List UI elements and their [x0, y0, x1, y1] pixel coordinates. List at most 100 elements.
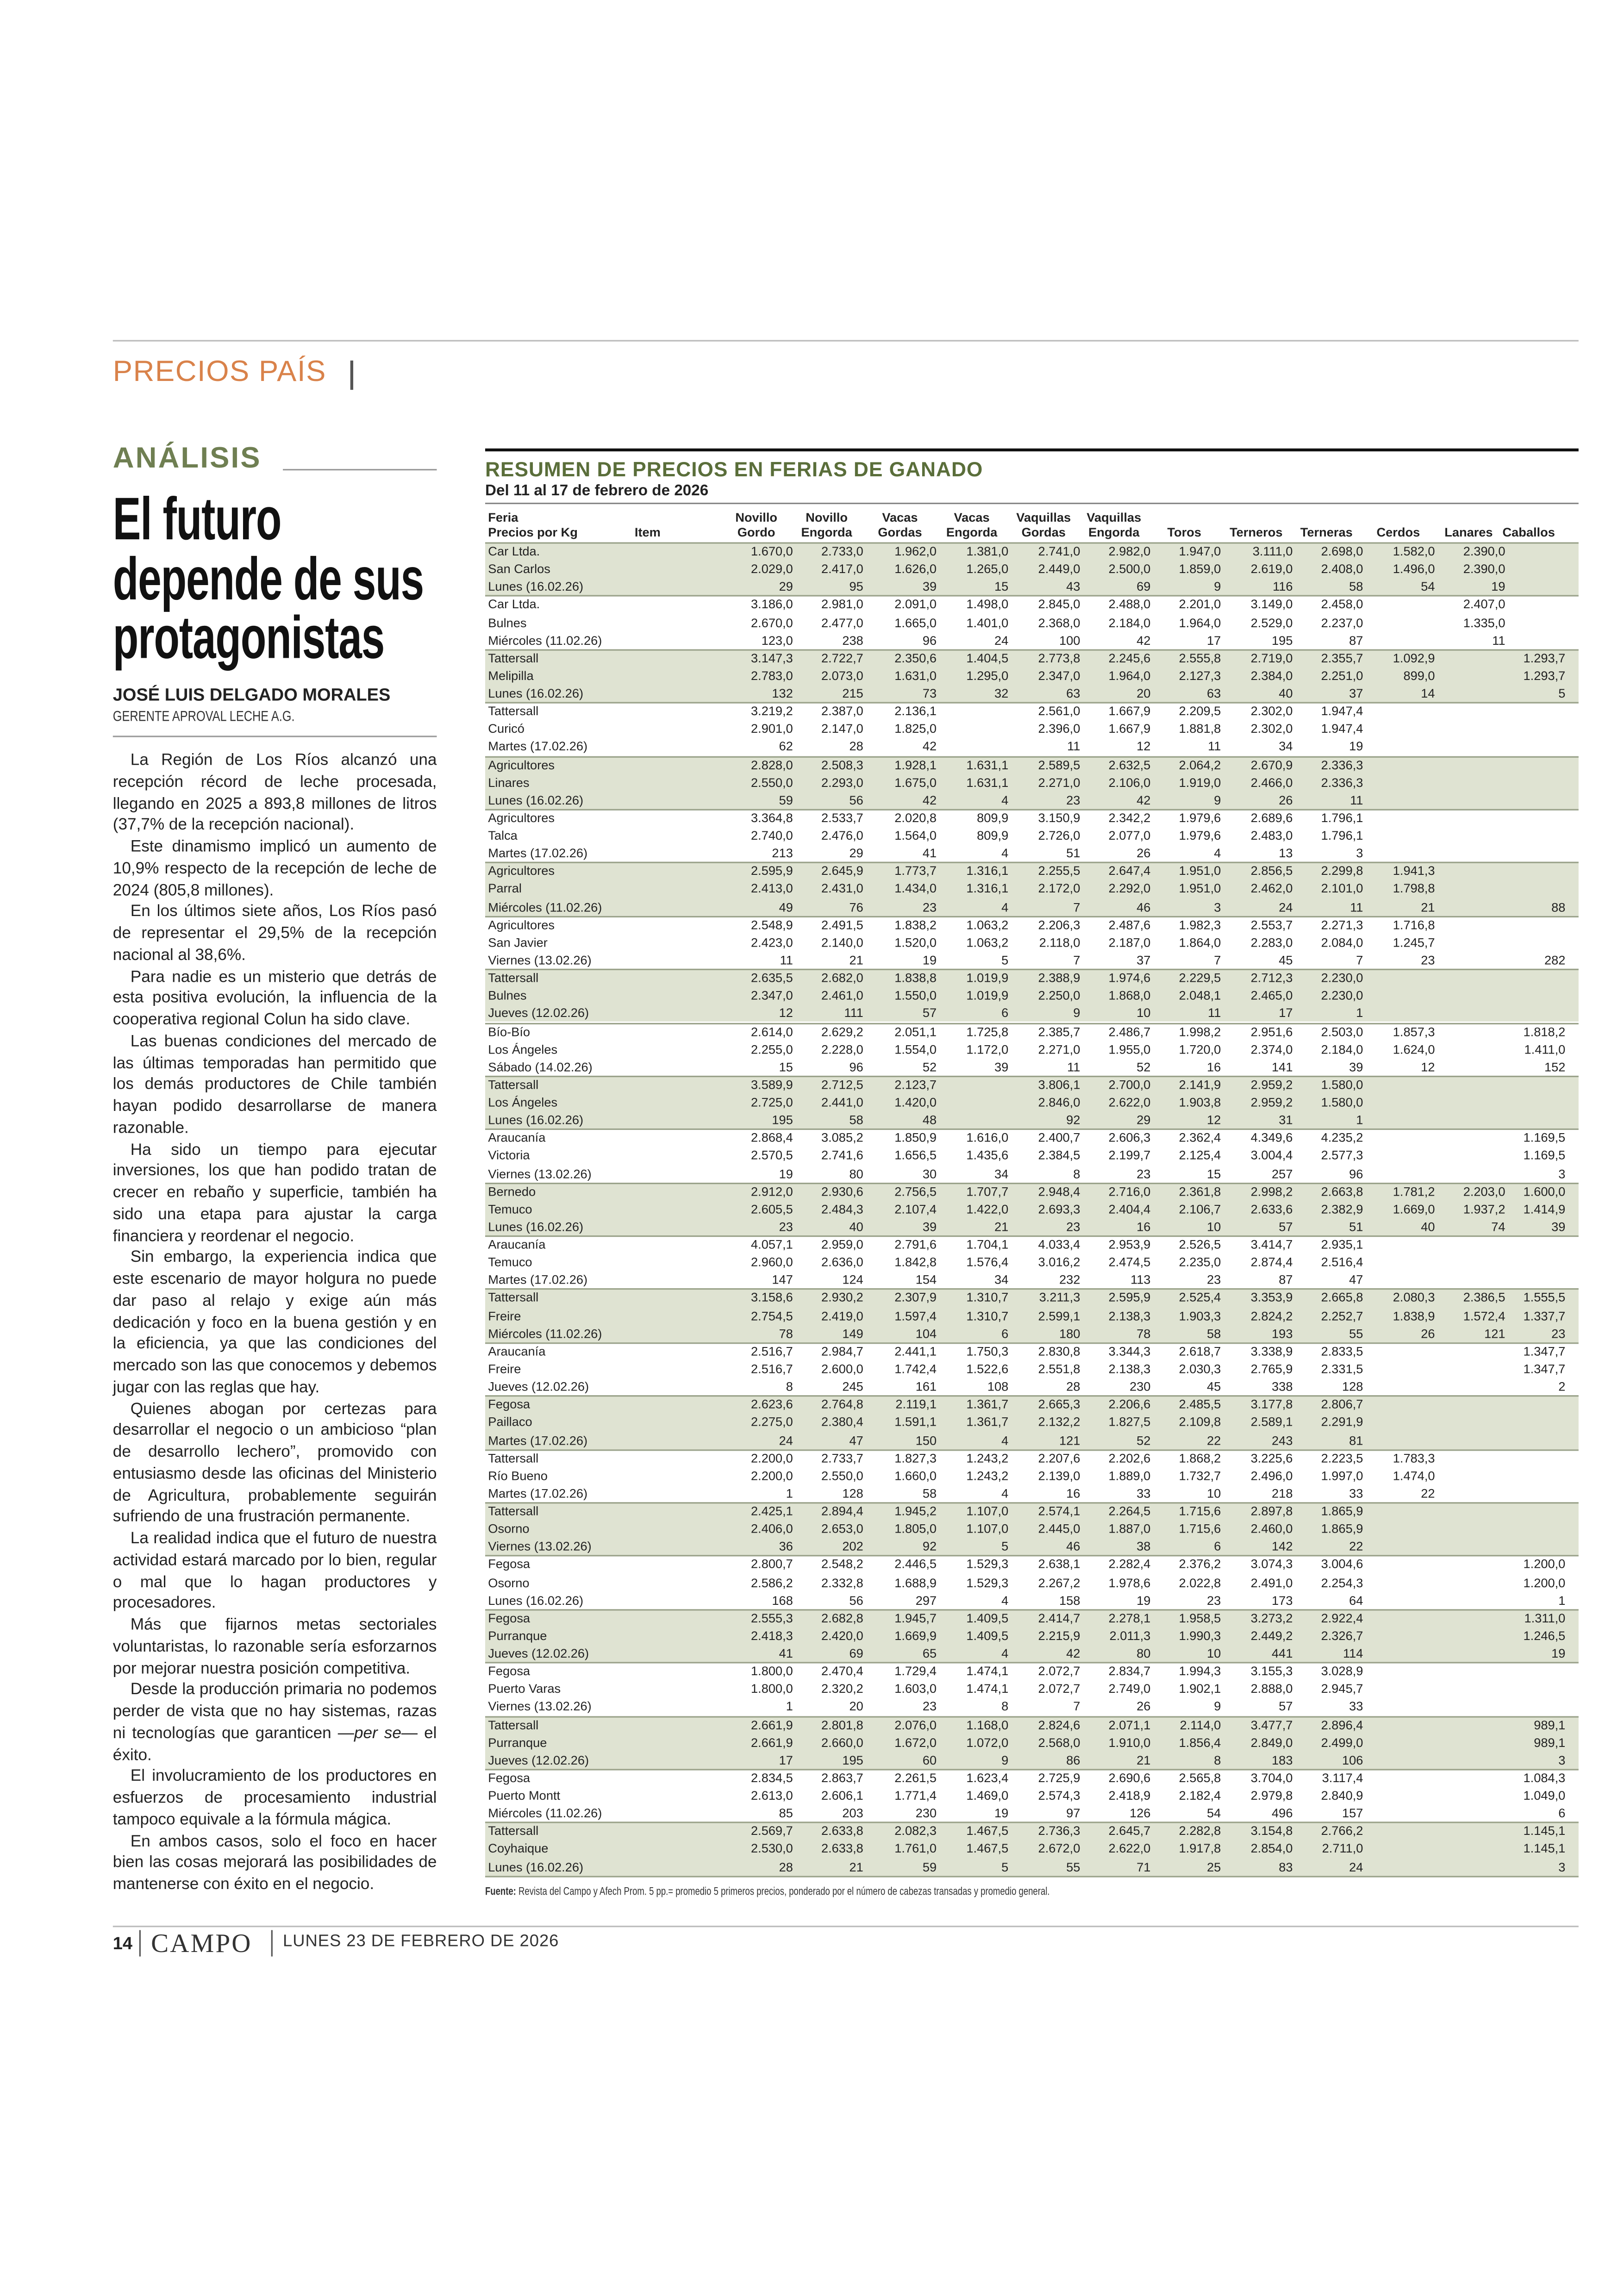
fair-label: Temuco [488, 1201, 532, 1216]
price-cell: 2.766,2 [1321, 1823, 1363, 1839]
price-cell: 92 [922, 1539, 937, 1554]
price-cell: 2.569,7 [751, 1823, 793, 1839]
fair-label: Fegosa [488, 1610, 531, 1625]
price-cell: 2.255,5 [1038, 863, 1081, 879]
price-cell: 19 [1551, 1646, 1566, 1661]
price-cell: 2.336,3 [1321, 774, 1363, 790]
price-cell: 1.310,7 [966, 1308, 1009, 1323]
price-cell: 2.722,7 [821, 650, 863, 665]
price-cell: 4 [1001, 899, 1009, 914]
price-cell: 121 [1484, 1326, 1505, 1341]
price-cell: 3.364,8 [751, 810, 793, 825]
price-cell: 2.749,0 [1108, 1681, 1151, 1696]
price-cell: 3.414,7 [1250, 1237, 1293, 1252]
price-cell: 1.591,1 [894, 1415, 937, 1430]
price-cell: 113 [1130, 1272, 1151, 1287]
price-cell: 11 [1492, 632, 1505, 648]
price-cell: 128 [1342, 1379, 1363, 1394]
fair-label: Car Ltda. [488, 597, 540, 612]
price-cell: 3.150,9 [1038, 810, 1081, 825]
price-cell: 2.207,6 [1038, 1450, 1081, 1465]
price-cell: 28 [779, 1859, 793, 1874]
price-cell: 2.470,4 [821, 1664, 863, 1678]
price-cell: 141 [1272, 1059, 1293, 1074]
price-cell: 2.228,0 [821, 1041, 863, 1056]
price-cell: 1.409,5 [966, 1628, 1009, 1643]
price-cell: 1.732,7 [1179, 1468, 1221, 1483]
price-cell: 2.082,3 [894, 1823, 937, 1839]
price-cell: 1.337,7 [1523, 1308, 1566, 1323]
price-cell: 2.661,9 [751, 1717, 793, 1732]
price-cell: 28 [1066, 1379, 1081, 1394]
price-cell: 1 [786, 1485, 793, 1501]
price-cell: 48 [922, 1112, 937, 1128]
price-cell: 2.417,0 [821, 561, 863, 576]
price-cell: 56 [849, 792, 863, 807]
price-cell: 52 [922, 1059, 937, 1074]
price-cell: 71 [1137, 1859, 1151, 1874]
price-cell: 2.726,0 [1038, 828, 1081, 843]
price-cell: 2.574,3 [1038, 1788, 1081, 1803]
fair-label: Coyhaique [488, 1841, 549, 1856]
price-cell: 2.801,8 [821, 1717, 863, 1732]
price-cell: 2.084,0 [1321, 935, 1363, 950]
fair-label: Araucanía [488, 1130, 546, 1145]
price-cell: 2.948,4 [1038, 1184, 1081, 1198]
price-cell: 2.261,5 [894, 1770, 937, 1785]
price-cell: 2.981,0 [821, 597, 863, 612]
price-cell: 2.912,0 [751, 1184, 793, 1198]
price-cell: 2.476,0 [821, 828, 863, 843]
price-cell: 8 [1214, 1752, 1221, 1767]
price-cell: 73 [922, 686, 937, 701]
price-cell: 2.764,8 [821, 1397, 863, 1412]
price-cell: 2.388,9 [1038, 970, 1081, 985]
row-rule [485, 1129, 1579, 1130]
price-cell: 42 [1137, 632, 1151, 648]
price-cell: 154 [915, 1272, 937, 1287]
price-cell: 1.951,0 [1179, 863, 1221, 879]
price-cell: 97 [1066, 1806, 1081, 1821]
price-cell: 150 [915, 1432, 937, 1447]
price-cell: 2.355,7 [1321, 650, 1363, 665]
price-cell: 2.483,0 [1250, 828, 1293, 843]
price-cell: 1.783,3 [1393, 1450, 1435, 1465]
price-cell: 3.154,8 [1250, 1823, 1293, 1839]
price-cell: 2.619,0 [1250, 561, 1293, 576]
price-cell: 2.201,0 [1179, 597, 1221, 612]
price-cell: 1.902,1 [1179, 1681, 1221, 1696]
fair-label: Fegosa [488, 1664, 531, 1678]
price-cell: 3.338,9 [1250, 1343, 1293, 1359]
price-cell: 2.756,5 [894, 1184, 937, 1198]
price-cell: 1.850,9 [894, 1130, 937, 1145]
price-cell: 2.555,3 [751, 1610, 793, 1625]
feria-header: Feria [488, 510, 518, 525]
price-cell: 1.670,0 [751, 543, 793, 559]
price-cell: 2.485,5 [1179, 1397, 1221, 1412]
column-header: Gordo [737, 524, 775, 540]
price-cell: 1.868,2 [1179, 1450, 1221, 1465]
fair-label: Linares [488, 774, 530, 790]
article-body: La Región de Los Ríos alcanzó una recepc… [113, 750, 437, 1896]
price-cell: 2.307,9 [894, 1290, 937, 1305]
price-cell: 1.825,0 [894, 721, 937, 736]
price-cell: 1.951,0 [1179, 881, 1221, 896]
price-cell: 2.141,9 [1179, 1077, 1221, 1092]
price-cell: 1.729,4 [894, 1664, 937, 1678]
price-cell: 1.865,9 [1321, 1503, 1363, 1519]
price-cell: 2.982,0 [1108, 543, 1151, 559]
price-cell: 2.998,2 [1250, 1184, 1293, 1198]
price-cell: 809,9 [977, 828, 1009, 843]
price-cell: 2.235,0 [1179, 1254, 1221, 1270]
fair-label: Tattersall [488, 1503, 539, 1519]
price-cell: 25 [1207, 1859, 1221, 1874]
price-cell: 230 [1129, 1379, 1151, 1394]
price-cell: 1.172,0 [966, 1041, 1009, 1056]
price-cell: 2.698,0 [1321, 543, 1363, 559]
price-cell: 1.994,3 [1179, 1664, 1221, 1678]
price-cell: 2.271,3 [1321, 917, 1363, 932]
price-cell: 2.595,9 [1108, 1290, 1151, 1305]
column-header: Vacas [882, 510, 918, 525]
price-cell: 2.645,9 [821, 863, 863, 879]
price-cell: 3.085,2 [821, 1130, 863, 1145]
